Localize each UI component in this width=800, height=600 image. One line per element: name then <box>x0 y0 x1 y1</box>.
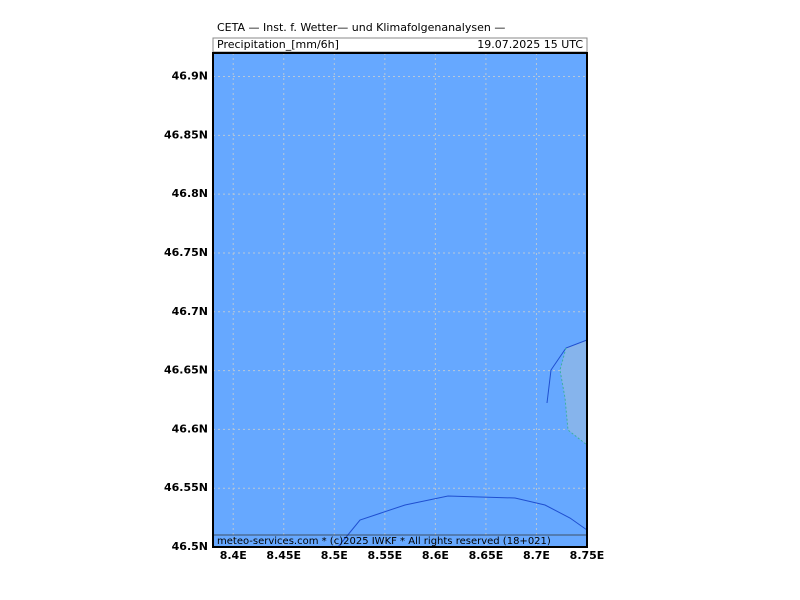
credit: meteo-services.com * (c)2025 IWKF * All … <box>217 536 551 547</box>
x-tick-label: 8.75E <box>570 549 605 562</box>
x-tick-label: 8.45E <box>266 549 301 562</box>
variable-label: Precipitation_[mm/6h] <box>217 38 339 51</box>
x-tick-label: 8.55E <box>368 549 403 562</box>
y-tick-label: 46.5N <box>172 540 208 553</box>
map-frame <box>212 52 588 548</box>
region <box>560 340 587 445</box>
x-tick-label: 8.5E <box>321 549 348 562</box>
x-tick-label: 8.65E <box>469 549 504 562</box>
x-tick-label: 8.7E <box>523 549 550 562</box>
contour <box>546 339 588 404</box>
y-tick-label: 46.85N <box>164 128 208 141</box>
x-tick-label: 8.6E <box>422 549 449 562</box>
y-tick-label: 46.55N <box>164 481 208 494</box>
y-tick-label: 46.8N <box>172 187 208 200</box>
y-tick-label: 46.7N <box>172 305 208 318</box>
valid-time: 19.07.2025 15 UTC <box>477 38 583 51</box>
map-area <box>213 53 587 547</box>
x-tick-label: 8.4E <box>220 549 247 562</box>
map-title: CETA — Inst. f. Wetter— und Klimafolgena… <box>217 21 505 34</box>
y-tick-label: 46.75N <box>164 246 208 259</box>
y-tick-label: 46.65N <box>164 364 208 377</box>
y-tick-label: 46.6N <box>172 422 208 435</box>
contour <box>337 495 588 548</box>
y-tick-label: 46.9N <box>172 70 208 83</box>
